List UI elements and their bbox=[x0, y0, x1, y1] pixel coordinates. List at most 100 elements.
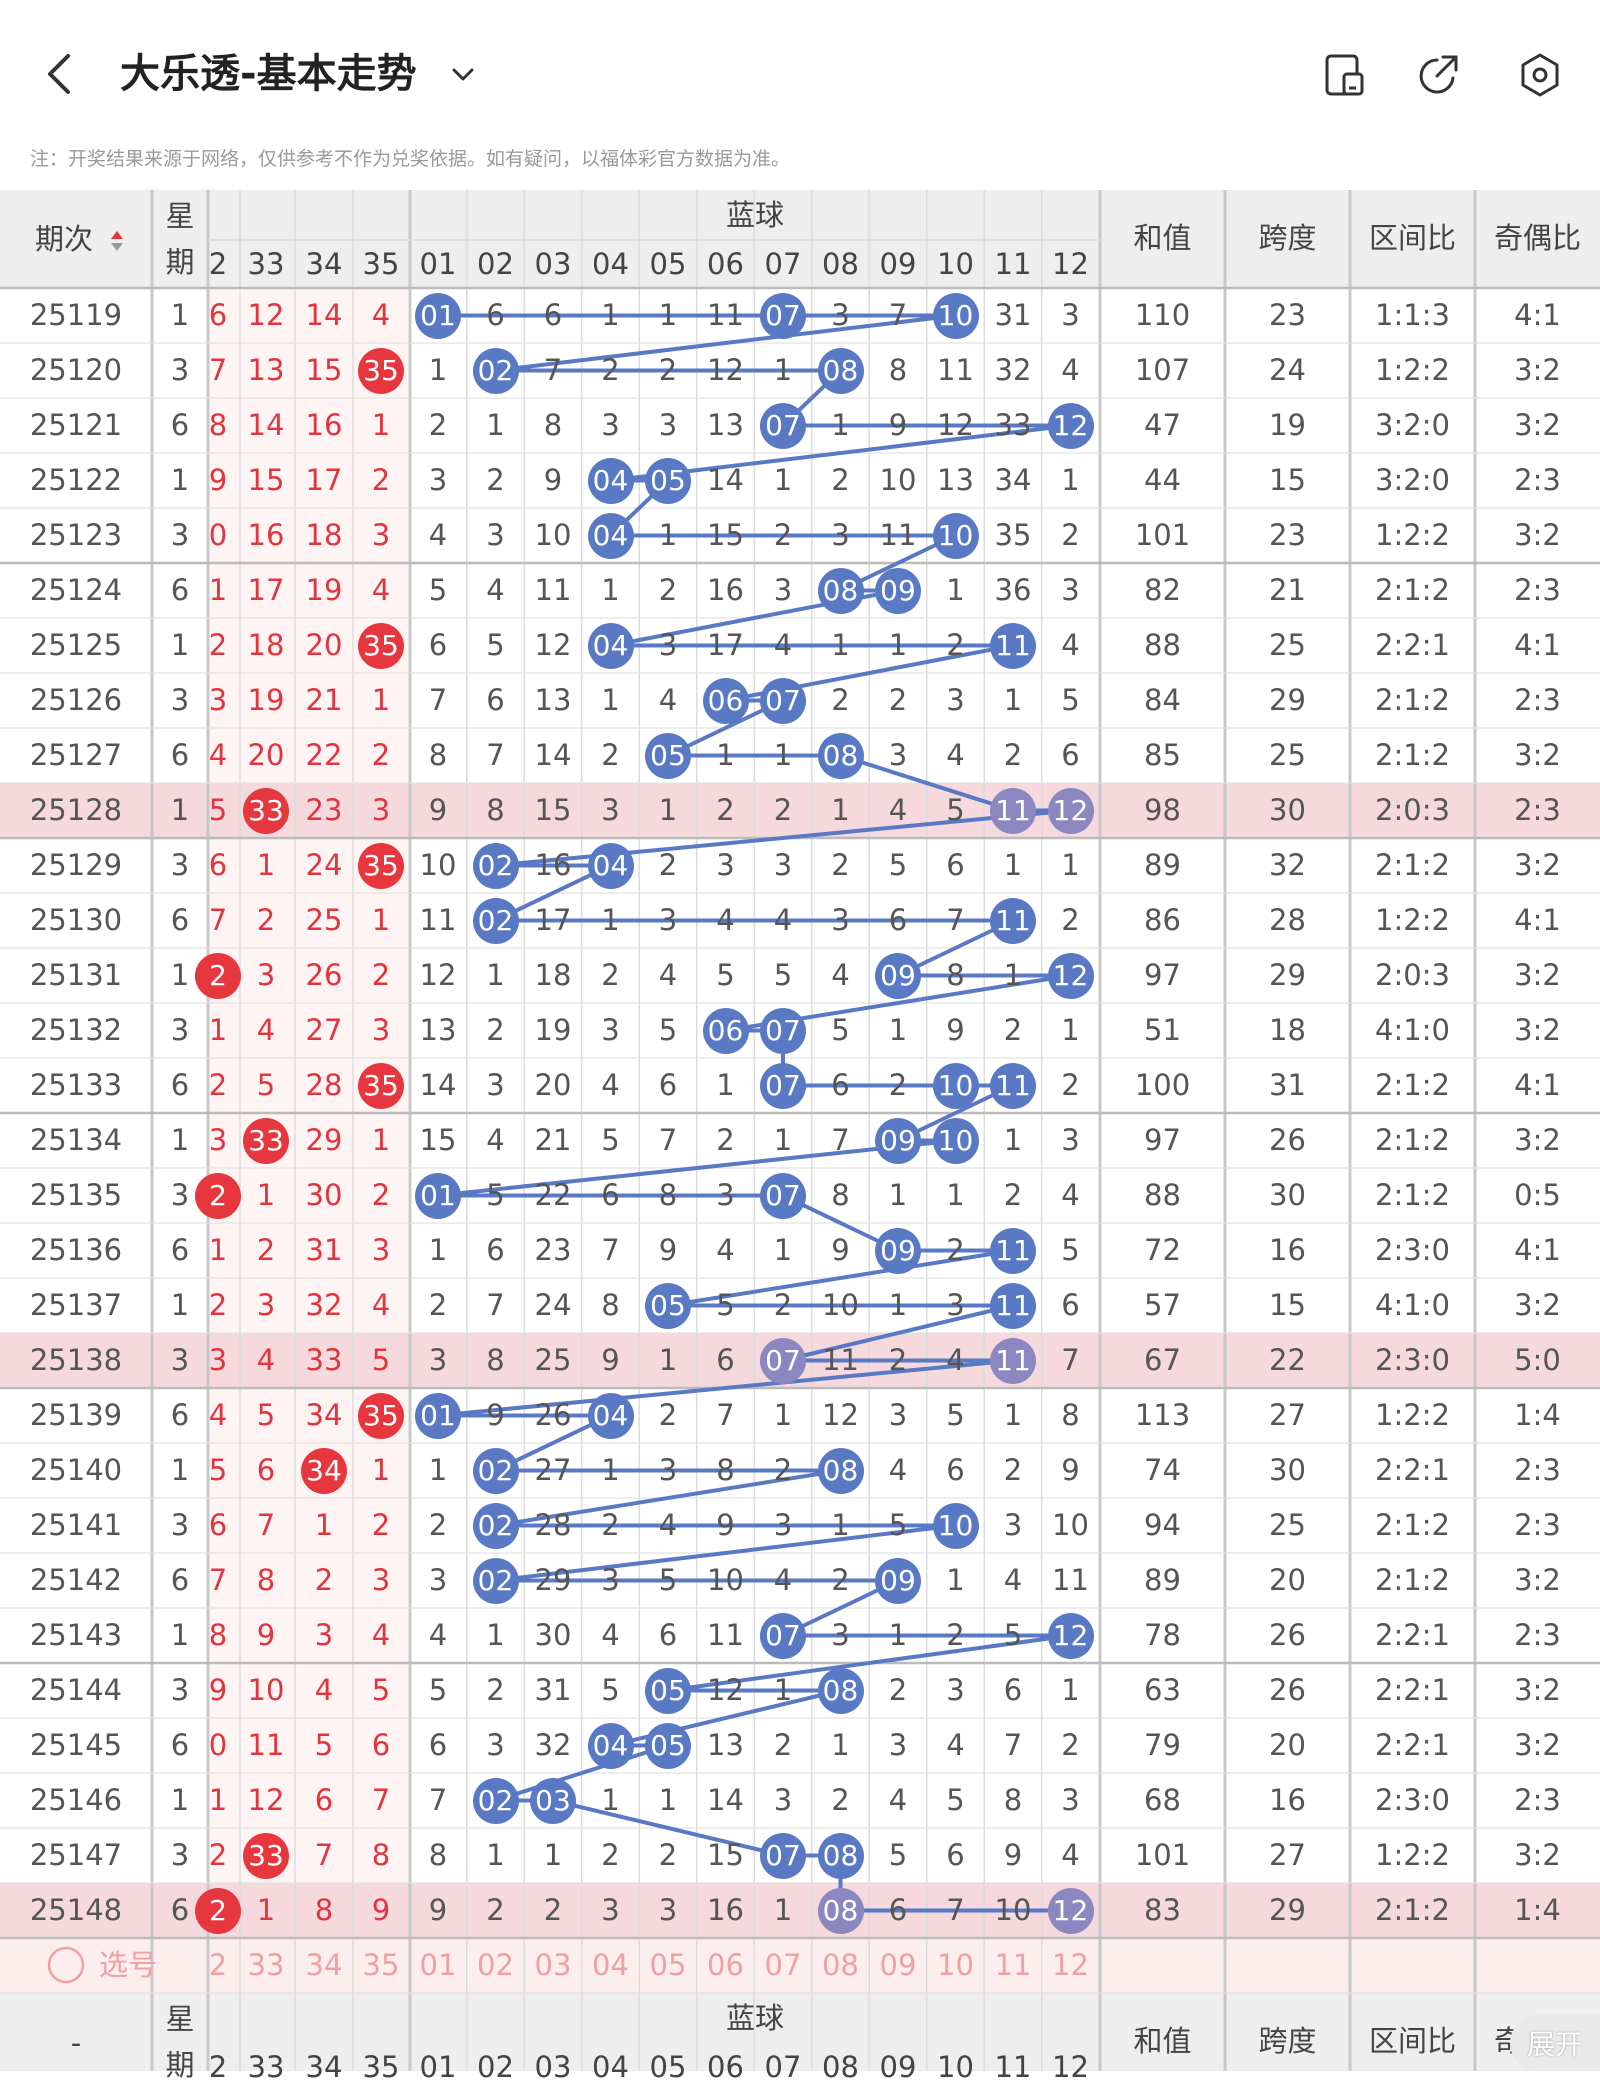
blue-ball[interactable]: 09 bbox=[875, 1557, 921, 1604]
blue-ball[interactable]: 08 bbox=[817, 1667, 864, 1714]
blue-ball[interactable]: 02 bbox=[472, 1557, 519, 1604]
blue-ball[interactable]: 07 bbox=[760, 1832, 806, 1879]
col-header-issue[interactable]: 期次 bbox=[34, 221, 93, 256]
col-header-odd[interactable]: 奇偶比 bbox=[1493, 220, 1581, 255]
settings-icon[interactable] bbox=[1517, 52, 1563, 98]
blue-ball[interactable]: 04 bbox=[587, 1392, 634, 1439]
blue-ball[interactable]: 05 bbox=[645, 732, 691, 779]
blue-ball[interactable]: 11 bbox=[990, 622, 1036, 669]
red-ball[interactable]: 35 bbox=[358, 1062, 404, 1109]
blue-ball[interactable]: 07 bbox=[760, 1337, 806, 1384]
blue-ball[interactable]: 04 bbox=[587, 842, 634, 889]
blue-ball[interactable]: 10 bbox=[932, 512, 979, 559]
sort-arrow-icon[interactable] bbox=[111, 231, 123, 251]
blue-ball[interactable]: 06 bbox=[702, 1007, 749, 1054]
blue-ball[interactable]: 04 bbox=[587, 512, 634, 559]
expand-button[interactable]: 展开 bbox=[1510, 2015, 1600, 2071]
blue-ball[interactable]: 02 bbox=[472, 897, 519, 944]
select-blue-number[interactable]: 06 bbox=[707, 1947, 744, 1982]
doc-icon[interactable] bbox=[1322, 52, 1368, 98]
blue-ball[interactable]: 02 bbox=[472, 1447, 519, 1494]
blue-ball[interactable]: 05 bbox=[645, 1282, 691, 1329]
blue-ball[interactable]: 10 bbox=[932, 1502, 979, 1549]
col-header-sum[interactable]: 和值 bbox=[1133, 220, 1192, 255]
blue-ball[interactable]: 05 bbox=[645, 1722, 691, 1769]
blue-ball[interactable]: 01 bbox=[415, 292, 461, 339]
blue-ball[interactable]: 04 bbox=[587, 457, 634, 504]
col-header-zone[interactable]: 区间比 bbox=[1368, 220, 1456, 255]
select-blue-number[interactable]: 03 bbox=[534, 1947, 572, 1982]
blue-ball[interactable]: 03 bbox=[530, 1777, 576, 1824]
blue-ball[interactable]: 07 bbox=[760, 1172, 806, 1219]
blue-ball[interactable]: 10 bbox=[932, 1117, 979, 1164]
blue-ball[interactable]: 12 bbox=[1047, 402, 1094, 449]
select-blue-number[interactable]: 02 bbox=[477, 1947, 514, 1982]
blue-ball[interactable]: 07 bbox=[760, 1062, 806, 1109]
blue-ball[interactable]: 08 bbox=[817, 1832, 864, 1879]
blue-ball[interactable]: 08 bbox=[817, 1447, 864, 1494]
select-blue-number[interactable]: 01 bbox=[419, 1947, 457, 1982]
blue-ball[interactable]: 07 bbox=[760, 402, 806, 449]
select-blue-number[interactable]: 04 bbox=[592, 1947, 629, 1982]
select-radio-icon[interactable] bbox=[47, 1946, 85, 1984]
blue-ball[interactable]: 08 bbox=[817, 567, 864, 614]
page-title[interactable]: 大乐透-基本走势 bbox=[120, 51, 417, 97]
select-red-number[interactable]: 34 bbox=[305, 1947, 343, 1982]
blue-ball[interactable]: 10 bbox=[932, 1062, 979, 1109]
blue-ball[interactable]: 09 bbox=[875, 952, 921, 999]
red-ball[interactable]: 35 bbox=[358, 347, 404, 394]
blue-ball[interactable]: 08 bbox=[817, 347, 864, 394]
select-red-number[interactable]: 35 bbox=[362, 1947, 400, 1982]
select-blue-number[interactable]: 12 bbox=[1052, 1947, 1089, 1982]
select-blue-number[interactable]: 08 bbox=[822, 1947, 859, 1982]
select-blue-number[interactable]: 09 bbox=[879, 1947, 917, 1982]
blue-ball[interactable]: 07 bbox=[760, 292, 806, 339]
blue-ball[interactable]: 07 bbox=[760, 1007, 806, 1054]
blue-ball[interactable]: 04 bbox=[587, 622, 634, 669]
blue-ball[interactable]: 02 bbox=[472, 347, 519, 394]
red-ball[interactable]: 34 bbox=[301, 1447, 347, 1494]
blue-ball[interactable]: 02 bbox=[472, 842, 519, 889]
col-header-span[interactable]: 跨度 bbox=[1258, 220, 1317, 255]
red-ball[interactable]: 2 bbox=[195, 1172, 241, 1219]
blue-ball[interactable]: 11 bbox=[990, 897, 1036, 944]
red-ball[interactable]: 33 bbox=[243, 787, 289, 834]
red-ball[interactable]: 2 bbox=[195, 952, 241, 999]
blue-ball[interactable]: 06 bbox=[702, 677, 749, 724]
blue-ball[interactable]: 11 bbox=[990, 787, 1036, 834]
red-ball[interactable]: 35 bbox=[358, 842, 404, 889]
blue-ball[interactable]: 01 bbox=[415, 1392, 461, 1439]
blue-ball[interactable]: 02 bbox=[472, 1777, 519, 1824]
select-label[interactable]: 选号 bbox=[98, 1947, 157, 1982]
blue-ball[interactable]: 09 bbox=[875, 1227, 921, 1274]
red-ball[interactable]: 35 bbox=[358, 622, 404, 669]
blue-ball[interactable]: 11 bbox=[990, 1062, 1036, 1109]
red-ball[interactable]: 33 bbox=[243, 1832, 289, 1879]
blue-ball[interactable]: 12 bbox=[1047, 1887, 1094, 1934]
red-ball[interactable]: 33 bbox=[243, 1117, 289, 1164]
blue-ball[interactable]: 09 bbox=[875, 1117, 921, 1164]
select-red-number[interactable]: 33 bbox=[247, 1947, 285, 1982]
chevron-left-icon[interactable] bbox=[40, 50, 80, 98]
blue-ball[interactable]: 12 bbox=[1047, 787, 1094, 834]
blue-ball[interactable]: 09 bbox=[875, 567, 921, 614]
select-red-number[interactable]: 2 bbox=[208, 1947, 228, 1982]
blue-ball[interactable]: 12 bbox=[1047, 1612, 1094, 1659]
blue-ball[interactable]: 11 bbox=[990, 1337, 1036, 1384]
select-blue-number[interactable]: 05 bbox=[649, 1947, 687, 1982]
blue-ball[interactable]: 12 bbox=[1047, 952, 1094, 999]
select-blue-number[interactable]: 07 bbox=[764, 1947, 802, 1982]
red-ball[interactable]: 35 bbox=[358, 1392, 404, 1439]
blue-ball[interactable]: 01 bbox=[415, 1172, 461, 1219]
blue-ball[interactable]: 08 bbox=[817, 1887, 864, 1934]
blue-ball[interactable]: 02 bbox=[472, 1502, 519, 1549]
share-icon[interactable] bbox=[1415, 52, 1461, 98]
select-blue-number[interactable]: 11 bbox=[994, 1947, 1032, 1982]
blue-ball[interactable]: 05 bbox=[645, 457, 691, 504]
blue-ball[interactable]: 10 bbox=[932, 292, 979, 339]
blue-ball[interactable]: 11 bbox=[990, 1227, 1036, 1274]
red-ball[interactable]: 2 bbox=[195, 1887, 241, 1934]
blue-ball[interactable]: 08 bbox=[817, 732, 864, 779]
blue-ball[interactable]: 05 bbox=[645, 1667, 691, 1714]
blue-ball[interactable]: 04 bbox=[587, 1722, 634, 1769]
